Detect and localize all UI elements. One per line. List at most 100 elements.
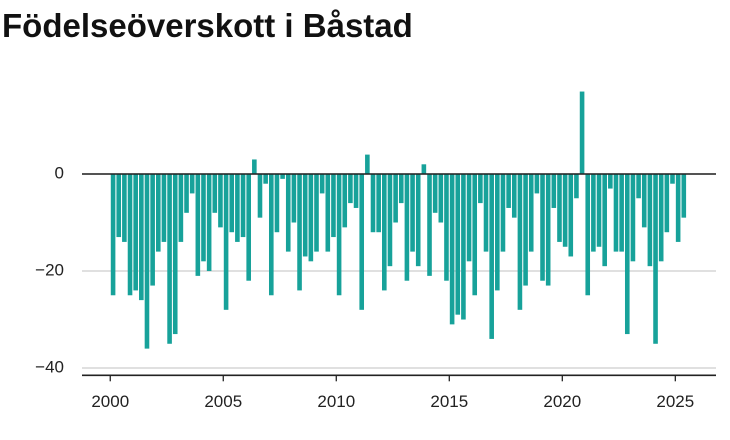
- y-tick-label: −40: [35, 358, 64, 377]
- bar: [116, 174, 122, 238]
- bar: [664, 174, 670, 233]
- bar: [291, 174, 297, 223]
- bar: [557, 174, 562, 242]
- bar: [167, 174, 172, 344]
- bar: [246, 174, 251, 281]
- bar: [189, 174, 195, 194]
- bar: [551, 174, 557, 208]
- bar: [624, 174, 630, 335]
- bar: [528, 174, 534, 252]
- bar: [150, 174, 155, 286]
- x-tick-label: 2010: [317, 392, 355, 411]
- bar: [206, 174, 212, 272]
- bar: [263, 174, 268, 184]
- bar: [630, 174, 636, 262]
- bar: [579, 91, 585, 175]
- bar: [314, 174, 319, 252]
- bar: [574, 174, 579, 199]
- bar: [591, 174, 596, 252]
- y-tick-label: 0: [55, 163, 64, 182]
- bar: [218, 174, 223, 228]
- bar: [602, 174, 607, 267]
- bar: [489, 174, 494, 339]
- bar: [212, 174, 218, 213]
- x-tick-label: 2020: [543, 392, 581, 411]
- bar: [376, 174, 381, 233]
- bar: [506, 174, 511, 208]
- bar: [155, 174, 161, 252]
- bar: [348, 174, 353, 204]
- bar: [257, 174, 263, 218]
- bar: [495, 174, 500, 291]
- bar: [619, 174, 624, 252]
- bar: [342, 174, 348, 228]
- bar: [365, 154, 370, 175]
- bar: [133, 174, 138, 291]
- bar: [585, 174, 591, 296]
- bar: [325, 174, 331, 252]
- chart-title: Födelseöverskott i Båstad: [2, 7, 413, 44]
- bar: [319, 174, 325, 194]
- bar: [240, 174, 246, 238]
- bar: [545, 174, 551, 286]
- bar: [608, 174, 613, 189]
- bar: [568, 174, 574, 257]
- bar: [523, 174, 528, 286]
- x-tick-label: 2025: [656, 392, 694, 411]
- bar: [110, 174, 116, 296]
- bar: [370, 174, 376, 233]
- bar: [478, 174, 483, 204]
- bar: [636, 174, 641, 199]
- bar: [178, 174, 184, 242]
- bar: [387, 174, 393, 267]
- bar: [353, 174, 359, 208]
- bar: [438, 174, 444, 223]
- y-tick-label: −20: [35, 261, 64, 280]
- bar: [122, 174, 127, 242]
- bar: [410, 174, 415, 252]
- bar: [432, 174, 438, 213]
- bar: [517, 174, 523, 310]
- bar: [331, 174, 336, 238]
- bar: [596, 174, 602, 247]
- bar: [393, 174, 398, 223]
- bar: [235, 174, 240, 242]
- bar: [195, 174, 201, 276]
- x-tick-label: 2015: [430, 392, 468, 411]
- bar: [466, 174, 472, 262]
- bar: [562, 174, 568, 247]
- bar: [427, 174, 432, 276]
- bar: [613, 174, 619, 252]
- bar: [336, 174, 342, 296]
- bar: [144, 174, 150, 349]
- bar: [229, 174, 235, 233]
- bar: [302, 174, 308, 257]
- bar: [201, 174, 206, 262]
- bar: [461, 174, 466, 320]
- bar: [670, 174, 675, 184]
- bar: [641, 174, 647, 228]
- bar: [415, 174, 421, 267]
- bar: [455, 174, 461, 315]
- bar: [653, 174, 658, 344]
- bar: [285, 174, 291, 252]
- bar: [511, 174, 517, 218]
- x-tick-label: 2000: [91, 392, 129, 411]
- bar: [658, 174, 664, 262]
- bar: [382, 174, 387, 291]
- bar: [184, 174, 189, 213]
- bar: [127, 174, 133, 296]
- bar: [472, 174, 478, 296]
- x-tick-label: 2005: [204, 392, 242, 411]
- bar: [252, 159, 257, 175]
- bar: [274, 174, 280, 233]
- bar: [297, 174, 302, 291]
- bar: [681, 174, 687, 218]
- bar: [444, 174, 449, 281]
- bar: [161, 174, 167, 242]
- bar: [449, 174, 455, 325]
- bar: [540, 174, 545, 281]
- bar: [139, 174, 144, 301]
- bar: [172, 174, 178, 335]
